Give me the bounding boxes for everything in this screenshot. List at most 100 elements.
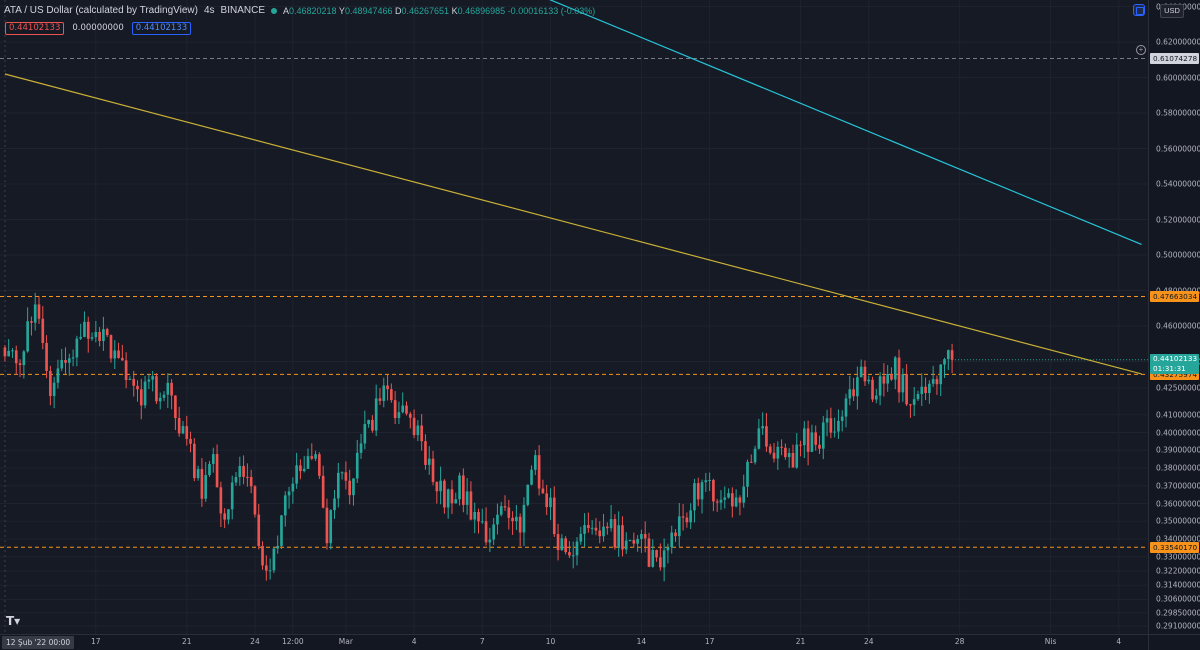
candle-body — [318, 454, 321, 476]
candle-body — [818, 444, 821, 449]
add-alert-plus-icon[interactable]: + — [1136, 45, 1146, 55]
candle — [480, 508, 484, 524]
candle-body — [37, 304, 41, 319]
candle-body — [367, 419, 370, 425]
candle-body — [852, 389, 855, 397]
candle — [139, 378, 143, 420]
candle — [158, 392, 162, 410]
candle-body — [810, 432, 814, 452]
candle — [742, 474, 746, 508]
candle — [90, 332, 94, 341]
candle-body — [564, 538, 567, 553]
candle-body — [14, 350, 18, 364]
candle-body — [799, 444, 802, 446]
price-tick-label: 0.40000000 — [1156, 428, 1200, 438]
time-axis[interactable]: 17 21 24 12:00 Mar 4 7 10 14 17 21 24 28 Nis 4 12 Şub … — [0, 634, 1148, 650]
candle-body — [522, 504, 526, 533]
candle-body — [571, 555, 575, 557]
candle-body — [825, 418, 829, 423]
candle — [56, 359, 60, 389]
bid-price-box[interactable]: 0.44102133 — [5, 22, 65, 35]
candle-body — [401, 405, 405, 413]
candle — [727, 488, 730, 499]
candle — [552, 486, 556, 538]
candle-body — [52, 382, 56, 396]
candle-body — [723, 497, 727, 500]
candle-body — [302, 468, 306, 472]
candle — [306, 448, 310, 470]
candle — [700, 479, 704, 514]
ask-price-box[interactable]: 0.44102133 — [131, 22, 192, 35]
candle-body — [170, 382, 173, 396]
object-tree-icon[interactable] — [1133, 4, 1145, 16]
candle-body — [344, 472, 348, 481]
candle — [355, 439, 359, 484]
candle-body — [124, 360, 128, 380]
candle — [594, 518, 598, 536]
candle — [408, 411, 412, 429]
time-tick-label: 17 — [704, 637, 715, 646]
price-chart[interactable] — [0, 0, 1148, 634]
candle-body — [477, 511, 480, 522]
candle-body — [761, 426, 764, 429]
candle — [749, 454, 753, 464]
candle — [659, 543, 662, 571]
candle — [52, 376, 56, 409]
candle — [83, 311, 86, 338]
price-axis[interactable]: 0.29100000 0.29850000 0.30600000 0.31400000… — [1148, 0, 1200, 634]
candle-body — [685, 517, 689, 523]
candle — [636, 535, 639, 552]
candle — [821, 416, 825, 460]
candle-body — [465, 491, 469, 505]
candle — [329, 509, 333, 550]
candle — [848, 375, 852, 406]
candle-body — [435, 481, 439, 492]
candle — [765, 413, 768, 452]
candle-body — [45, 342, 48, 371]
candle-body — [507, 507, 511, 518]
candle-body — [261, 545, 264, 566]
symbol-title[interactable]: ATA / US Dollar (calculated by TradingVi… — [4, 5, 198, 16]
candle-body — [920, 386, 924, 395]
candle-body — [859, 366, 863, 378]
interval-label[interactable]: 4s — [203, 5, 215, 16]
candle-body — [94, 332, 98, 338]
candle — [833, 417, 836, 438]
candle — [549, 488, 552, 521]
candle-body — [280, 515, 283, 546]
candle — [507, 499, 511, 530]
candle — [227, 508, 230, 525]
candle-body — [943, 359, 946, 365]
candle-body — [499, 506, 503, 515]
candle-body — [405, 405, 408, 414]
candle-body — [246, 476, 249, 478]
candle — [723, 486, 727, 509]
candle-body — [49, 370, 52, 396]
currency-button[interactable]: USD — [1160, 4, 1184, 18]
candle-body — [837, 420, 840, 432]
candle — [545, 484, 549, 516]
candle — [526, 484, 530, 507]
candle-body — [249, 476, 253, 487]
candle — [67, 353, 71, 376]
tradingview-logo-icon[interactable]: T▾ — [6, 614, 21, 628]
candle-body — [219, 487, 223, 514]
candle-body — [746, 461, 749, 487]
candle-body — [636, 539, 639, 544]
candle-body — [242, 465, 245, 477]
candle — [541, 479, 545, 494]
candle — [211, 447, 215, 473]
candle-body — [537, 455, 541, 489]
chart-area[interactable]: ATA / US Dollar (calculated by TradingVi… — [0, 0, 1148, 634]
price-tick-label: 0.30600000 — [1156, 594, 1200, 604]
candle — [257, 503, 261, 550]
candle — [844, 393, 848, 428]
candle — [704, 472, 708, 492]
candle — [871, 376, 874, 403]
candle-body — [128, 378, 132, 380]
candle — [488, 527, 492, 552]
candle — [492, 517, 495, 546]
candle — [575, 537, 579, 566]
candle — [799, 440, 802, 457]
candle-body — [696, 483, 700, 500]
